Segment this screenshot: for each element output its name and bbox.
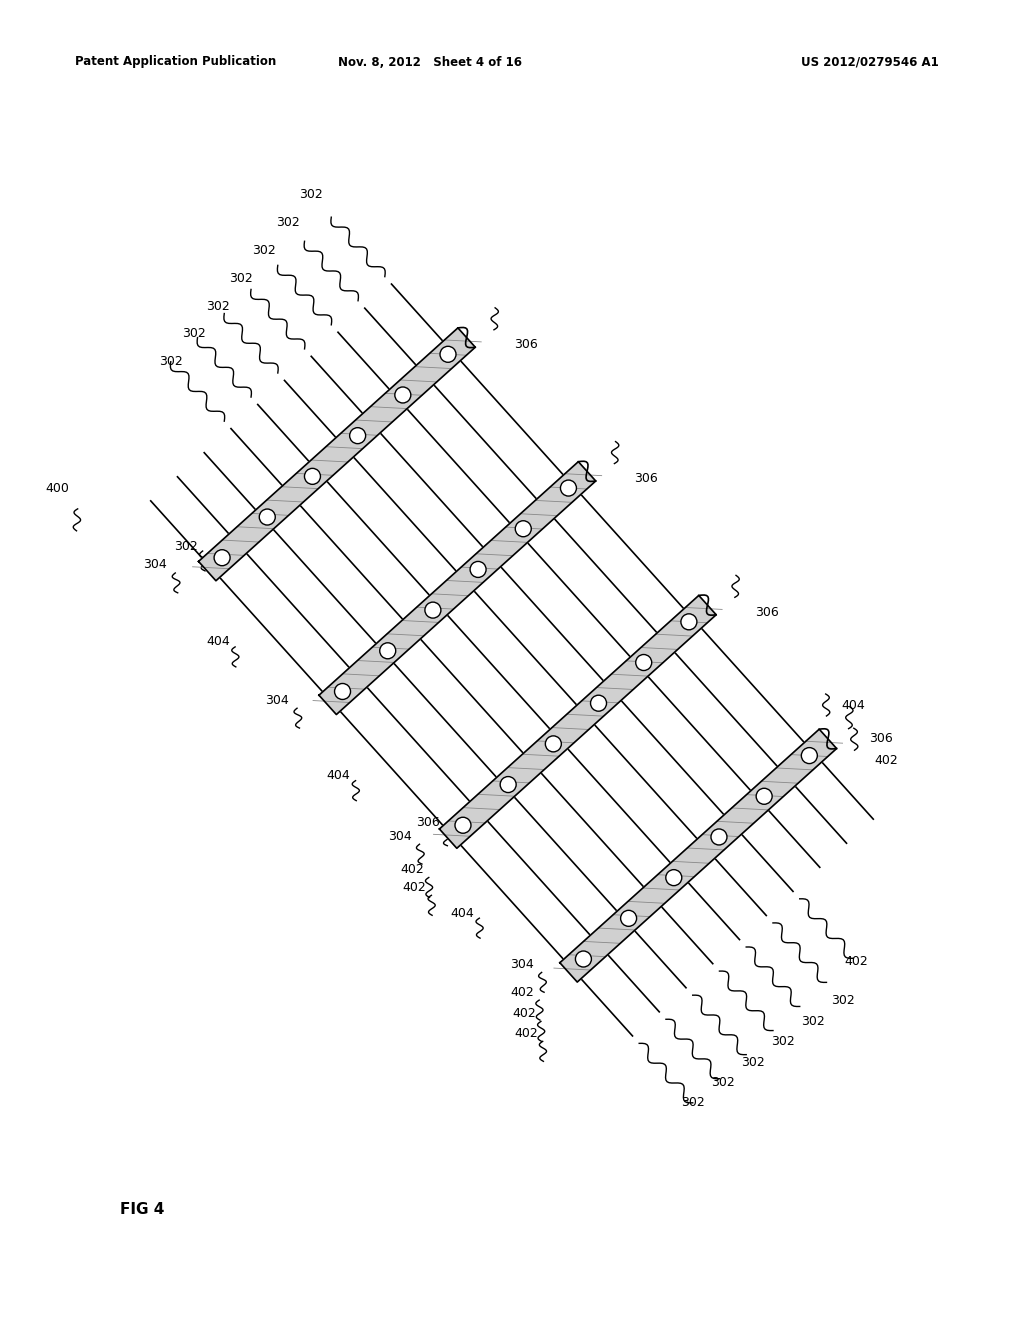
Text: 302: 302 — [801, 1015, 825, 1028]
Text: 402: 402 — [874, 754, 898, 767]
Text: 302: 302 — [174, 540, 198, 553]
Text: Patent Application Publication: Patent Application Publication — [75, 55, 276, 69]
Text: 302: 302 — [206, 300, 229, 313]
Text: 306: 306 — [755, 606, 778, 619]
Circle shape — [455, 817, 471, 833]
Text: 306: 306 — [417, 816, 440, 829]
Circle shape — [425, 602, 441, 618]
Text: 400: 400 — [46, 482, 70, 495]
Circle shape — [756, 788, 772, 804]
Circle shape — [711, 829, 727, 845]
Circle shape — [666, 870, 682, 886]
Text: 302: 302 — [299, 189, 324, 202]
Circle shape — [214, 549, 230, 566]
Circle shape — [546, 735, 561, 752]
Text: 402: 402 — [845, 956, 868, 969]
Circle shape — [335, 684, 350, 700]
Circle shape — [259, 510, 275, 525]
Circle shape — [395, 387, 411, 403]
Circle shape — [440, 346, 456, 362]
Text: 302: 302 — [275, 216, 300, 230]
Text: 304: 304 — [265, 694, 289, 706]
Polygon shape — [439, 595, 716, 849]
Text: 302: 302 — [253, 244, 276, 257]
Circle shape — [349, 428, 366, 444]
Text: 302: 302 — [831, 994, 855, 1007]
Text: 402: 402 — [402, 880, 426, 894]
Text: FIG 4: FIG 4 — [120, 1203, 165, 1217]
Text: 404: 404 — [207, 635, 230, 648]
Text: 302: 302 — [182, 327, 206, 341]
Text: 302: 302 — [711, 1076, 734, 1089]
Text: 402: 402 — [510, 986, 535, 999]
Circle shape — [380, 643, 395, 659]
Text: 306: 306 — [635, 473, 658, 484]
Text: 404: 404 — [327, 770, 350, 783]
Circle shape — [802, 747, 817, 763]
Text: 306: 306 — [514, 338, 538, 351]
Polygon shape — [199, 327, 475, 581]
Text: Nov. 8, 2012   Sheet 4 of 16: Nov. 8, 2012 Sheet 4 of 16 — [338, 55, 522, 69]
Text: 402: 402 — [400, 863, 424, 876]
Text: 304: 304 — [388, 830, 412, 842]
Circle shape — [304, 469, 321, 484]
Text: 302: 302 — [159, 355, 182, 368]
Circle shape — [591, 696, 606, 711]
Polygon shape — [560, 729, 837, 982]
Text: 402: 402 — [512, 1007, 536, 1020]
Circle shape — [560, 480, 577, 496]
Text: US 2012/0279546 A1: US 2012/0279546 A1 — [801, 55, 939, 69]
Circle shape — [515, 521, 531, 537]
Circle shape — [470, 561, 486, 577]
Circle shape — [500, 776, 516, 792]
Text: 404: 404 — [451, 907, 474, 920]
Text: 302: 302 — [681, 1097, 705, 1109]
Circle shape — [575, 950, 592, 968]
Circle shape — [681, 614, 697, 630]
Text: 304: 304 — [510, 958, 534, 972]
Polygon shape — [318, 462, 596, 714]
Text: 302: 302 — [771, 1035, 795, 1048]
Circle shape — [636, 655, 651, 671]
Text: 304: 304 — [143, 558, 167, 572]
Text: 306: 306 — [868, 733, 892, 746]
Text: 404: 404 — [842, 700, 865, 713]
Text: 402: 402 — [514, 1027, 538, 1040]
Circle shape — [621, 911, 637, 927]
Text: 302: 302 — [741, 1056, 765, 1069]
Text: 302: 302 — [229, 272, 253, 285]
